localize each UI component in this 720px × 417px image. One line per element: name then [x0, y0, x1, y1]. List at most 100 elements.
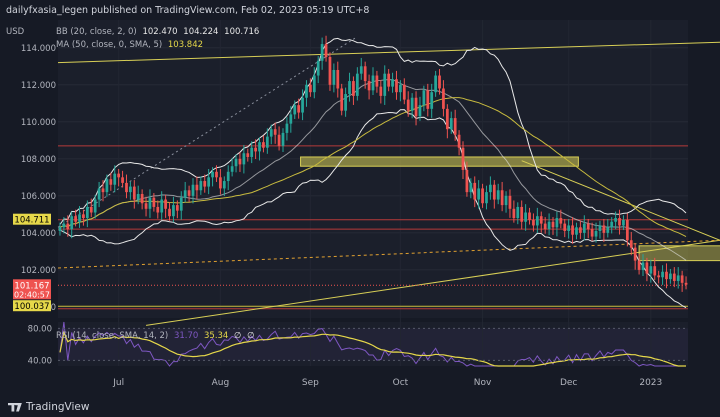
candle-body: [461, 147, 465, 170]
candle-body: [532, 219, 535, 226]
candle-body: [672, 273, 676, 281]
candle-body: [442, 88, 445, 109]
rsi-ma-line: [59, 330, 686, 367]
bb-legend-label: BB (20, close, 2, 0): [56, 27, 137, 37]
candle-body: [512, 208, 516, 219]
tradingview-icon: [8, 402, 22, 412]
candle-body: [289, 114, 293, 124]
y-tick-label: 104.000: [21, 229, 56, 239]
candle-body: [230, 166, 234, 172]
bb-lower-line: [59, 109, 687, 309]
candle-body: [125, 182, 128, 193]
candle-body: [265, 136, 269, 148]
rsi-legend-lower: ∅: [247, 331, 255, 341]
candle-body: [93, 199, 97, 213]
candle-body: [610, 221, 614, 228]
candle-body: [281, 132, 285, 146]
candle-body: [563, 223, 567, 232]
price-pane: [58, 20, 688, 318]
candle-body: [195, 184, 199, 191]
candle-body: [293, 105, 297, 115]
candle-body: [579, 227, 582, 233]
ma-legend[interactable]: MA (50, close, 0, SMA, 5) 103.842: [56, 40, 203, 50]
candle-body: [520, 206, 524, 222]
rsi-legend-upper: ∅: [234, 331, 242, 341]
candle-body: [516, 206, 520, 219]
currency-label: USD: [6, 27, 25, 37]
publisher-header: dailyfxasia_legen published on TradingVi…: [6, 5, 370, 16]
candle-body: [160, 199, 164, 213]
candle-body: [344, 94, 347, 111]
candle-body: [101, 188, 105, 193]
candle-body: [496, 190, 500, 200]
candle-body: [629, 240, 633, 248]
y-tick-label: 106.000: [21, 192, 56, 202]
candle-body: [254, 147, 257, 152]
bb-legend-upper: 104.224: [183, 27, 219, 37]
candle-body: [78, 214, 81, 222]
candle-body: [285, 123, 289, 133]
candle-body: [238, 158, 242, 165]
candle-body: [352, 81, 355, 96]
resistance-zone: [300, 156, 579, 167]
candle-body: [524, 212, 527, 222]
candle-body: [336, 69, 340, 89]
candle-body: [669, 273, 672, 280]
candles: [58, 35, 688, 292]
candle-body: [367, 81, 371, 91]
candle-body: [575, 227, 578, 235]
candle-body: [132, 186, 136, 200]
candle-body: [316, 60, 320, 76]
candle-body: [371, 75, 375, 91]
candle-body: [567, 225, 571, 232]
candle-body: [219, 177, 222, 189]
candle-body: [614, 218, 617, 222]
candle-body: [242, 153, 246, 165]
candle-body: [348, 81, 351, 95]
price-badge: [13, 213, 51, 225]
candle-body: [359, 66, 363, 74]
x-tick-label: Aug: [212, 378, 230, 388]
candle-body: [250, 147, 254, 157]
candle-body: [273, 129, 277, 135]
rsi-legend-ma: 31.70: [173, 331, 199, 341]
candle-body: [528, 212, 531, 220]
candle-body: [449, 118, 453, 130]
bb-legend-lower: 100.716: [224, 27, 260, 37]
candle-body: [66, 223, 70, 230]
price-badge: [13, 279, 51, 300]
rsi-legend-label: RSI (14, close, SMA, 14, 2): [56, 331, 169, 341]
candle-body: [164, 199, 167, 209]
candle-body: [320, 44, 324, 61]
candle-body: [559, 218, 563, 224]
candle-body: [234, 158, 238, 167]
candle-body: [641, 262, 645, 270]
candle-body: [637, 260, 641, 270]
candle-body: [340, 88, 344, 111]
rsi-tick-label: 80.00: [28, 324, 52, 334]
candle-body: [191, 184, 195, 196]
bb-legend[interactable]: BB (20, close, 2, 0) 102.470 104.224 100…: [56, 27, 259, 37]
rsi-legend[interactable]: RSI (14, close, SMA, 14, 2) 31.70 35.34 …: [56, 331, 255, 341]
candle-body: [82, 214, 85, 219]
candle-body: [172, 205, 175, 217]
candle-body: [129, 186, 132, 193]
candle-body: [117, 173, 121, 178]
candle-body: [383, 73, 387, 96]
rsi-pane: [58, 322, 688, 366]
candle-body: [489, 184, 492, 193]
tradingview-logo[interactable]: TradingView: [8, 401, 89, 413]
candle-body: [504, 195, 508, 206]
candle-body: [203, 181, 207, 187]
price-badge: [13, 300, 51, 312]
candle-body: [543, 223, 547, 230]
candle-body: [594, 231, 598, 237]
candle-body: [105, 179, 109, 193]
candle-body: [89, 206, 93, 213]
candle-body: [309, 84, 312, 93]
candle-body: [485, 192, 488, 204]
candle-body: [168, 208, 171, 217]
candle-body: [653, 266, 657, 276]
candle-body: [434, 75, 437, 93]
